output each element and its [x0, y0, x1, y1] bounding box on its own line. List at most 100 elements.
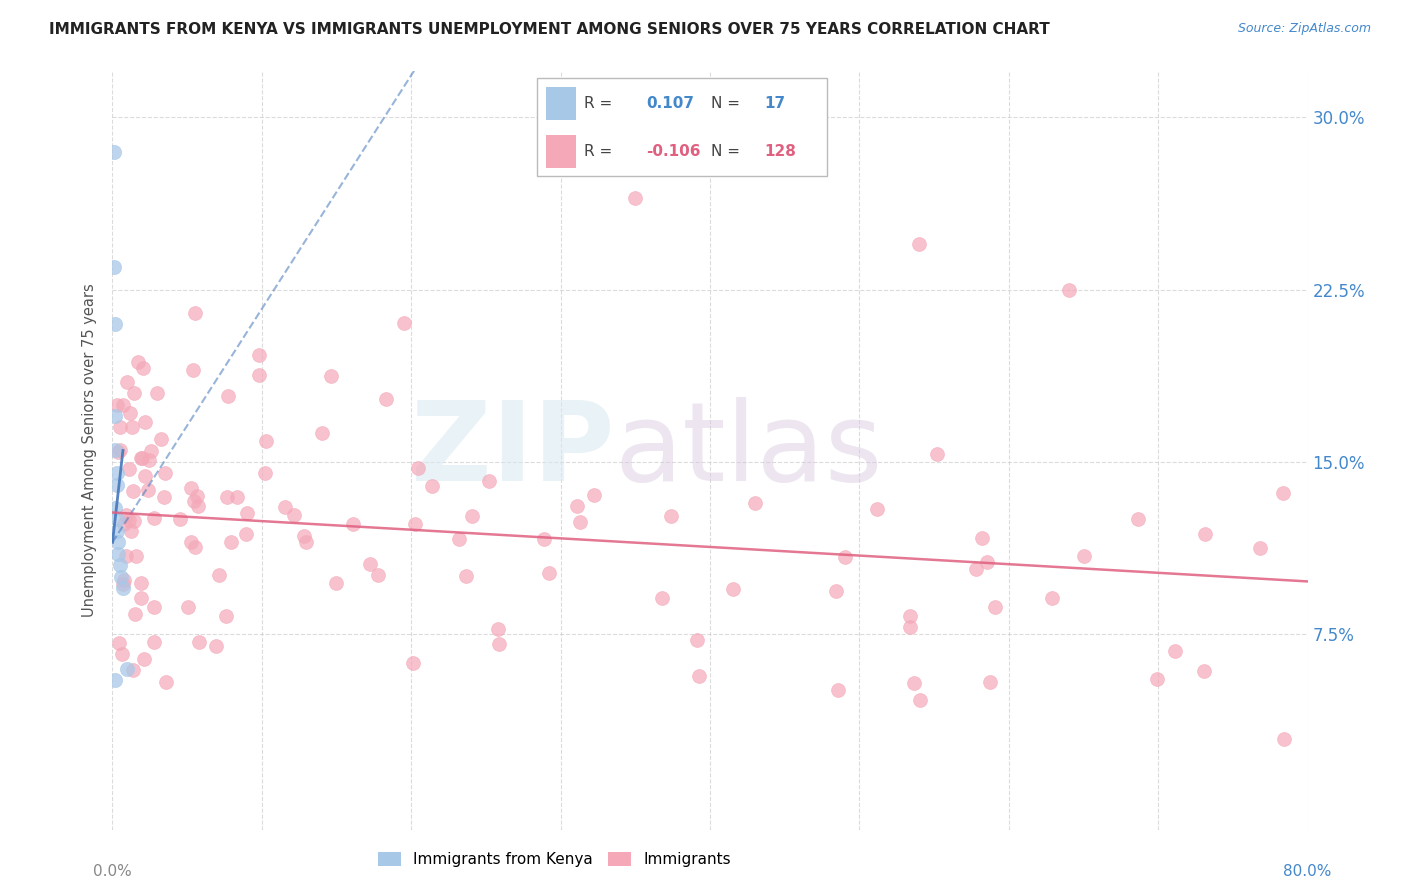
Point — [143, 511, 166, 525]
Point — [1249, 541, 1271, 556]
Point — [972, 531, 994, 545]
Point — [112, 573, 135, 587]
Text: 80.0%: 80.0% — [1284, 864, 1331, 879]
Point — [827, 682, 849, 697]
Point — [283, 508, 305, 522]
Point — [984, 600, 1007, 615]
Point — [744, 496, 766, 510]
Point — [183, 305, 205, 319]
Point — [153, 490, 176, 504]
Point — [486, 623, 509, 637]
Point — [898, 620, 921, 634]
Point — [569, 515, 592, 529]
Point — [105, 512, 128, 526]
Point — [115, 508, 138, 522]
Point — [659, 508, 682, 523]
Text: 0.0%: 0.0% — [93, 864, 132, 879]
Text: IMMIGRANTS FROM KENYA VS IMMIGRANTS UNEMPLOYMENT AMONG SENIORS OVER 75 YEARS COR: IMMIGRANTS FROM KENYA VS IMMIGRANTS UNEM… — [49, 22, 1050, 37]
Point — [146, 386, 169, 401]
Point — [127, 355, 149, 369]
Text: R =: R = — [585, 96, 613, 111]
Point — [274, 500, 297, 514]
Text: N =: N = — [711, 96, 741, 111]
Point — [108, 420, 131, 434]
Point — [1192, 664, 1215, 678]
Point — [219, 535, 242, 549]
Point — [721, 582, 744, 596]
Point — [180, 481, 202, 495]
Text: R =: R = — [585, 145, 613, 160]
Point — [108, 443, 131, 458]
Point — [131, 591, 153, 606]
Point — [402, 657, 425, 671]
Point — [104, 500, 127, 515]
Point — [121, 663, 143, 677]
Point — [420, 479, 443, 493]
Y-axis label: Unemployment Among Seniors over 75 years: Unemployment Among Seniors over 75 years — [82, 284, 97, 617]
Point — [118, 513, 141, 527]
Point — [488, 637, 510, 651]
Point — [236, 506, 259, 520]
Point — [651, 591, 673, 606]
Bar — [546, 136, 575, 168]
Point — [1271, 486, 1294, 500]
Point — [104, 317, 127, 331]
Point — [183, 494, 205, 508]
Point — [112, 516, 135, 531]
Point — [247, 368, 270, 383]
Point — [104, 409, 127, 423]
Point — [104, 443, 127, 458]
Point — [104, 673, 127, 688]
Point — [108, 636, 131, 650]
Point — [254, 466, 277, 480]
Point — [965, 562, 987, 576]
Point — [132, 361, 155, 376]
Point — [153, 467, 176, 481]
Point — [111, 397, 134, 411]
Point — [247, 348, 270, 362]
Point — [582, 488, 605, 502]
Point — [1057, 283, 1080, 297]
Point — [108, 558, 131, 573]
Point — [105, 478, 128, 492]
Text: atlas: atlas — [614, 397, 883, 504]
Point — [103, 260, 125, 274]
Point — [107, 547, 129, 561]
Point — [447, 532, 470, 546]
Point — [141, 444, 163, 458]
Point — [235, 526, 257, 541]
Point — [134, 651, 156, 665]
Point — [180, 535, 202, 549]
Point — [131, 451, 153, 466]
Point — [134, 468, 156, 483]
Point — [107, 444, 129, 458]
Point — [169, 512, 191, 526]
Point — [105, 397, 128, 411]
Point — [134, 415, 156, 429]
Text: N =: N = — [711, 145, 741, 160]
Point — [142, 599, 165, 614]
Point — [184, 540, 207, 554]
Point — [925, 447, 948, 461]
Point — [120, 524, 142, 539]
Legend: Immigrants from Kenya, Immigrants: Immigrants from Kenya, Immigrants — [378, 853, 731, 867]
Point — [1128, 512, 1150, 526]
Point — [624, 191, 647, 205]
Point — [115, 549, 138, 563]
Point — [359, 557, 381, 571]
Point — [824, 583, 846, 598]
Point — [122, 385, 145, 400]
Point — [120, 406, 142, 420]
Point — [1042, 591, 1064, 605]
Text: -0.106: -0.106 — [647, 145, 702, 160]
Point — [112, 577, 135, 591]
Point — [404, 516, 426, 531]
Point — [103, 145, 125, 159]
Point — [105, 467, 128, 481]
Point — [125, 549, 148, 564]
Point — [903, 676, 925, 690]
Point — [226, 490, 249, 504]
Point — [187, 635, 209, 649]
Point — [217, 389, 239, 403]
Point — [107, 535, 129, 549]
